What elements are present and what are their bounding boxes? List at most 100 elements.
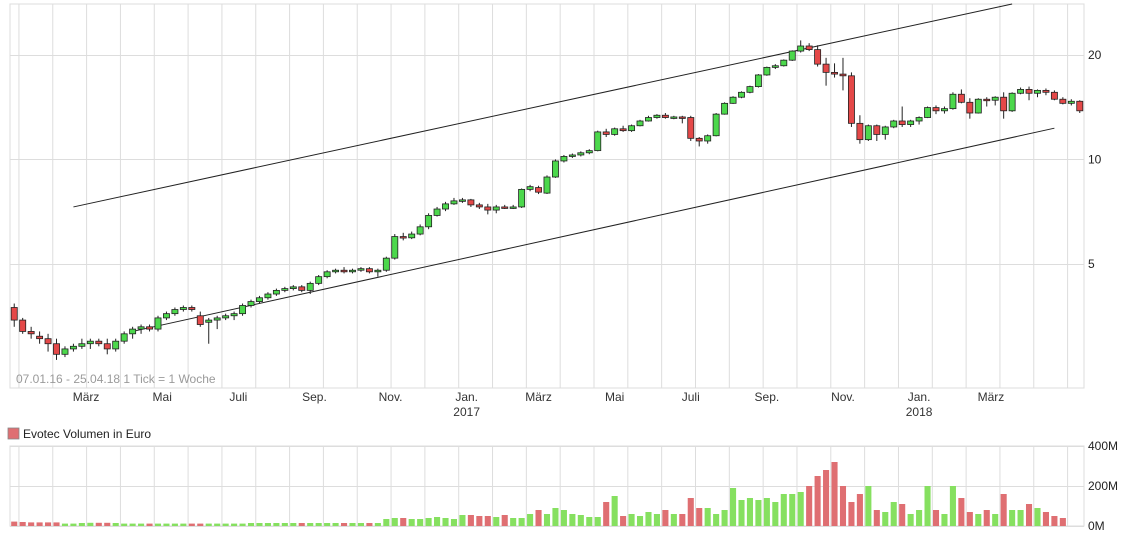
candle-body <box>509 206 517 209</box>
x-tick-label: Mai <box>153 390 172 404</box>
volume-bar <box>1034 508 1041 526</box>
candle <box>518 188 526 208</box>
candle <box>552 159 559 178</box>
candle-body <box>814 49 822 65</box>
volume-bar <box>746 498 754 526</box>
candle <box>619 125 627 132</box>
volume-bar <box>61 523 69 526</box>
volume-bar <box>662 510 669 526</box>
volume-legend-label: Evotec Volumen in Euro <box>23 427 151 441</box>
candle <box>247 299 255 308</box>
volume-bar <box>434 517 441 526</box>
volume-bar <box>281 523 288 526</box>
candle-body <box>881 126 889 135</box>
candle <box>53 338 60 360</box>
candle <box>315 275 323 286</box>
candle <box>560 154 568 163</box>
volume-legend-swatch <box>7 427 20 440</box>
candle-body <box>1059 98 1067 104</box>
candle <box>780 59 788 67</box>
volume-bar <box>966 512 973 526</box>
candlestick-series <box>10 40 1084 360</box>
volume-bar <box>636 516 644 526</box>
candle-body <box>458 199 466 202</box>
candle-body <box>661 114 669 118</box>
candle <box>611 127 619 136</box>
candle <box>729 96 737 104</box>
candle-body <box>1000 96 1008 112</box>
candle <box>239 303 247 316</box>
candle-body <box>941 108 948 112</box>
candle-body <box>966 101 974 114</box>
candle-body <box>552 160 559 178</box>
candle <box>264 292 272 300</box>
candle <box>1008 92 1016 112</box>
candle-body <box>1050 91 1058 100</box>
volume-bar <box>772 502 779 526</box>
candle <box>509 204 517 210</box>
candle-body <box>771 65 779 68</box>
candle-body <box>924 107 931 118</box>
candle <box>357 267 365 272</box>
candle-body <box>408 233 416 239</box>
candle <box>602 128 610 138</box>
x-tick-label: März <box>978 390 1005 404</box>
candle <box>230 311 238 321</box>
volume-bar <box>104 522 111 526</box>
candle-body <box>467 199 475 206</box>
candle <box>188 305 196 312</box>
volume-bar <box>112 523 119 526</box>
x-tick-label: März <box>525 390 552 404</box>
volume-bar <box>374 523 381 526</box>
candle <box>738 91 745 99</box>
volume-bar <box>247 523 255 526</box>
candle <box>687 115 695 141</box>
volume-bar <box>459 515 466 526</box>
candle-body <box>754 74 762 88</box>
volume-bar <box>975 514 982 526</box>
candle-body <box>188 307 196 310</box>
volume-bar <box>603 502 610 526</box>
candle <box>146 324 153 332</box>
x-tick-label: Juli <box>229 390 247 404</box>
candle <box>391 234 399 260</box>
candle-body <box>932 107 940 112</box>
volume-bar <box>70 523 77 526</box>
candle-body <box>746 86 754 93</box>
volume-bar <box>789 494 796 526</box>
volume-bar <box>839 486 847 526</box>
candle <box>704 134 712 144</box>
volume-tick-label: 0M <box>1088 519 1105 533</box>
candle <box>721 102 729 115</box>
candle-body <box>636 120 644 127</box>
candle-body <box>433 208 441 216</box>
candle-body <box>281 288 289 291</box>
candle-body <box>10 307 18 321</box>
candle <box>69 343 77 352</box>
candle-body <box>602 131 610 135</box>
volume-bar <box>205 523 212 526</box>
volume-bar <box>357 523 364 526</box>
volume-bar <box>138 523 145 526</box>
volume-bar <box>620 516 627 526</box>
x-tick-label: Jan. <box>908 390 931 404</box>
candle <box>298 285 306 293</box>
y-tick-label: 20 <box>1088 48 1102 62</box>
candle <box>323 270 331 279</box>
candle <box>129 326 137 339</box>
candle <box>957 89 965 104</box>
candle <box>695 137 703 147</box>
volume-bar <box>983 510 990 526</box>
volume-bar <box>239 523 246 526</box>
candle-body <box>230 313 238 317</box>
candle-body <box>974 98 982 114</box>
candle-body <box>1067 100 1075 104</box>
candle-body <box>619 128 627 132</box>
candle-body <box>247 301 255 306</box>
candle-body <box>492 206 500 211</box>
candle <box>568 153 576 158</box>
candle-body <box>306 282 314 291</box>
volume-bar <box>949 486 956 526</box>
price-grid <box>9 3 1085 389</box>
candle <box>425 213 433 230</box>
